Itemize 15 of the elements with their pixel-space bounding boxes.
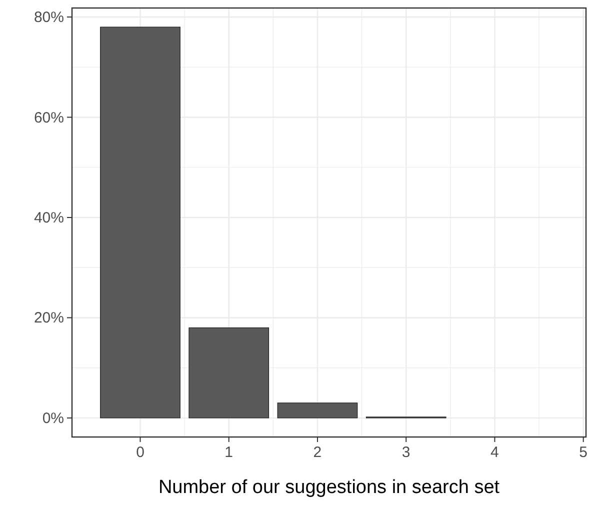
x-tick-label: 0	[136, 444, 144, 461]
y-tick-label: 60%	[34, 109, 64, 126]
x-tick-label: 3	[402, 444, 410, 461]
y-tick-label: 0%	[42, 410, 64, 427]
y-tick-label: 80%	[34, 9, 64, 26]
x-axis-title: Number of our suggestions in search set	[158, 477, 500, 498]
bar	[188, 327, 270, 418]
bar	[277, 402, 358, 418]
y-tick-label: 40%	[34, 209, 64, 226]
x-tick-label: 1	[224, 444, 234, 461]
y-tick-label: 20%	[34, 310, 64, 327]
x-tick-label: 4	[490, 444, 499, 461]
x-tick-label: 5	[579, 444, 588, 461]
bar	[100, 26, 180, 418]
x-tick-label: 2	[313, 444, 322, 461]
